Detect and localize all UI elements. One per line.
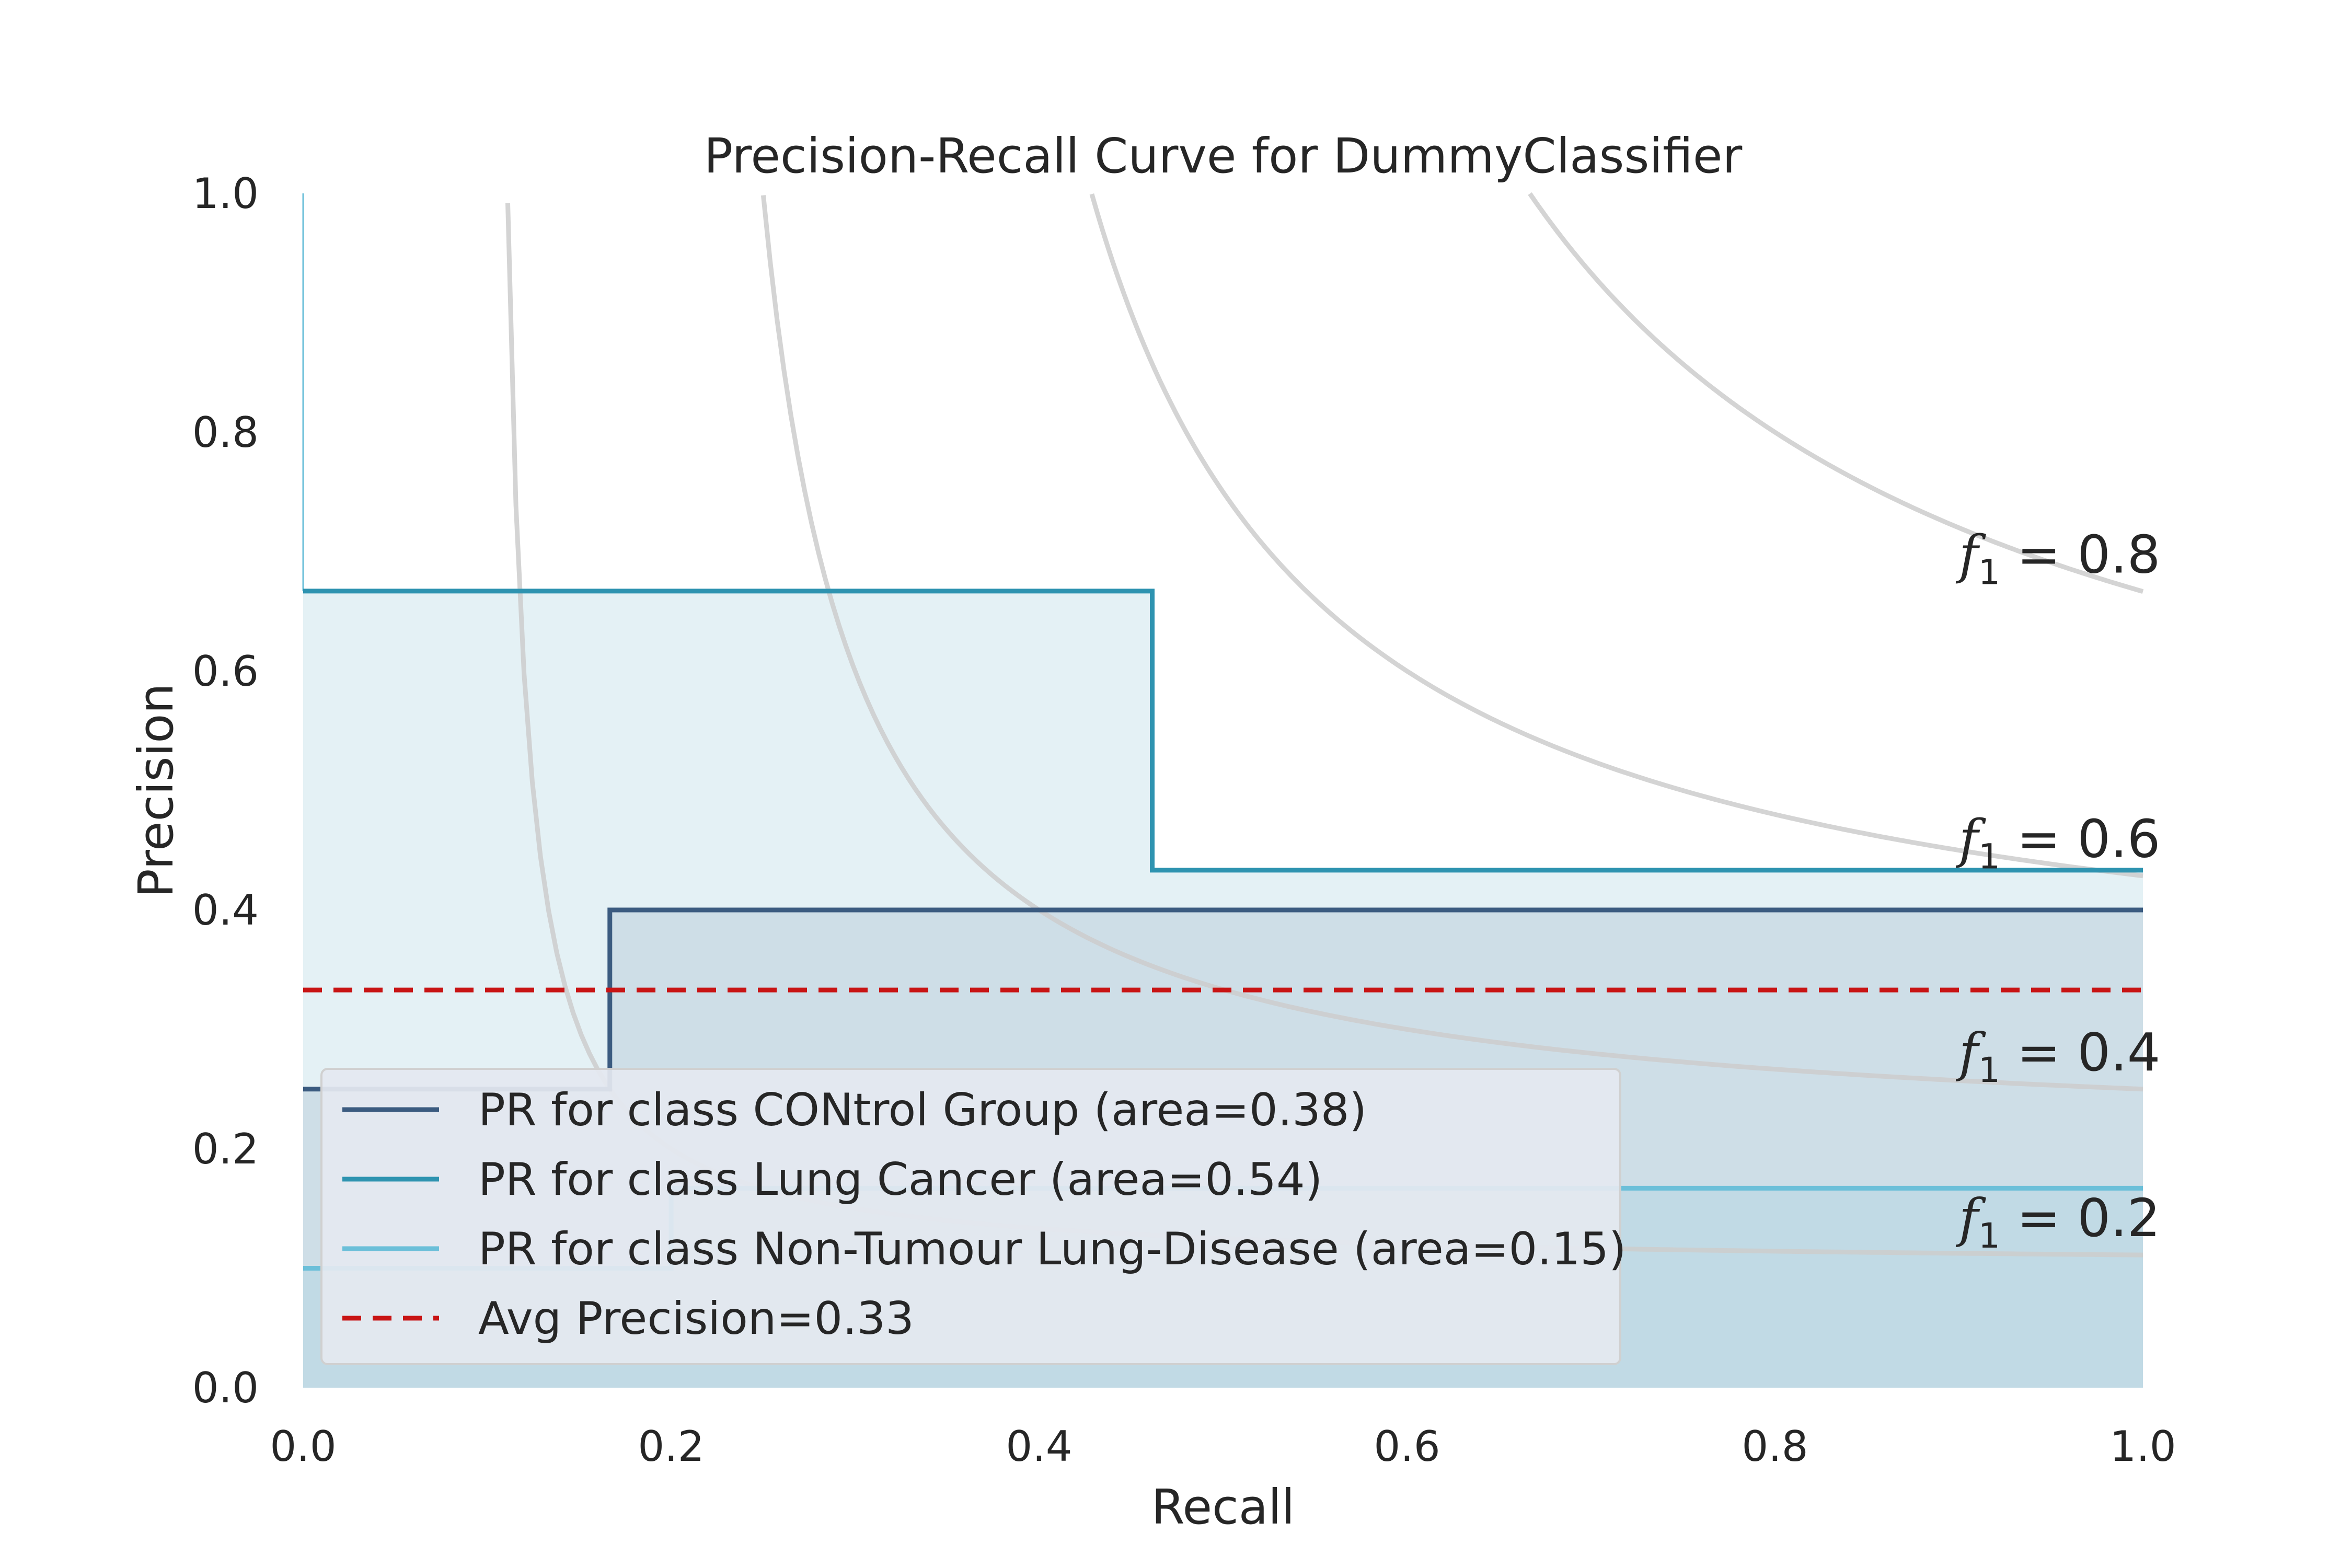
x-tick-label: 1.0 xyxy=(2109,1422,2176,1471)
y-tick-label: 0.8 xyxy=(192,408,259,457)
y-tick-label: 0.4 xyxy=(192,886,259,935)
x-tick-label: 0.0 xyxy=(270,1422,336,1471)
iso-f1-label-0: f1 = 0.2 xyxy=(1955,1187,2160,1256)
y-tick-label: 1.0 xyxy=(192,169,259,218)
iso-f1-label-1: f1 = 0.4 xyxy=(1955,1022,2160,1090)
legend-label-0: PR for class CONtrol Group (area=0.38) xyxy=(478,1084,1367,1136)
x-axis-label: Recall xyxy=(1151,1479,1295,1535)
iso-f1-curve-3 xyxy=(1528,192,2144,594)
legend-box xyxy=(320,1068,1621,1365)
y-tick-label: 0.0 xyxy=(192,1364,259,1412)
iso-f1-curve-2 xyxy=(1089,193,2143,879)
y-tick-label: 0.6 xyxy=(192,647,259,696)
iso-f1-label-3: f1 = 0.8 xyxy=(1955,524,2160,593)
x-tick-label: 0.6 xyxy=(1374,1422,1440,1471)
legend: PR for class CONtrol Group (area=0.38) PR… xyxy=(320,1068,1627,1365)
x-tick-label: 0.4 xyxy=(1006,1422,1072,1471)
legend-label-1: PR for class Lung Cancer (area=0.54) xyxy=(478,1154,1322,1206)
iso-f1-labels: f1 = 0.2 f1 = 0.4 f1 = 0.6 f1 = 0.8 xyxy=(1955,524,2160,1256)
series-line-1 xyxy=(303,589,2143,873)
axis-ticks: 0.0 0.2 0.4 0.6 0.8 1.0 0.0 0.2 0.4 0.6 0.8 1.0 xyxy=(192,169,2176,1471)
chart-title: Precision-Recall Curve for DummyClassifi… xyxy=(704,128,1743,184)
y-tick-label: 0.2 xyxy=(192,1125,259,1173)
x-tick-label: 0.8 xyxy=(1742,1422,1808,1471)
iso-f1-curve-1 xyxy=(760,195,2143,1092)
iso-f1-label-2: f1 = 0.6 xyxy=(1955,809,2160,877)
legend-label-3: Avg Precision=0.33 xyxy=(478,1293,914,1345)
x-tick-label: 0.2 xyxy=(638,1422,704,1471)
legend-label-2: PR for class Non-Tumour Lung-Disease (ar… xyxy=(478,1223,1627,1275)
y-axis-label: Precision xyxy=(128,683,184,898)
